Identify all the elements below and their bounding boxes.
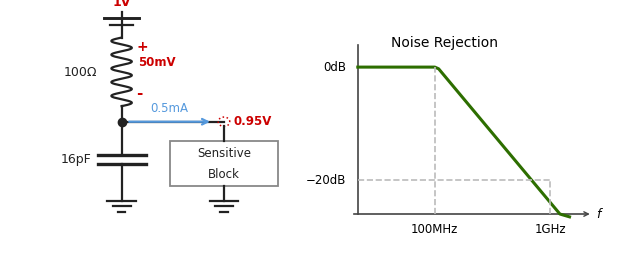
Text: 0.95V: 0.95V <box>234 115 272 128</box>
Text: Sensitive
Block: Sensitive Block <box>197 147 251 181</box>
Text: 0dB: 0dB <box>323 61 346 74</box>
Text: 100Ω: 100Ω <box>64 66 97 79</box>
Text: Noise Rejection: Noise Rejection <box>391 36 498 50</box>
Text: -: - <box>136 86 142 101</box>
Text: 0.5mA: 0.5mA <box>150 102 189 115</box>
Text: −20dB: −20dB <box>306 174 346 187</box>
Text: 1V: 1V <box>113 0 131 9</box>
Bar <box>170 141 278 186</box>
Text: 50mV: 50mV <box>138 56 175 69</box>
Text: +: + <box>136 40 148 54</box>
Text: 100MHz: 100MHz <box>411 222 458 235</box>
Text: f: f <box>596 207 601 220</box>
Text: 16pF: 16pF <box>60 153 91 166</box>
Text: 1GHz: 1GHz <box>534 222 566 235</box>
